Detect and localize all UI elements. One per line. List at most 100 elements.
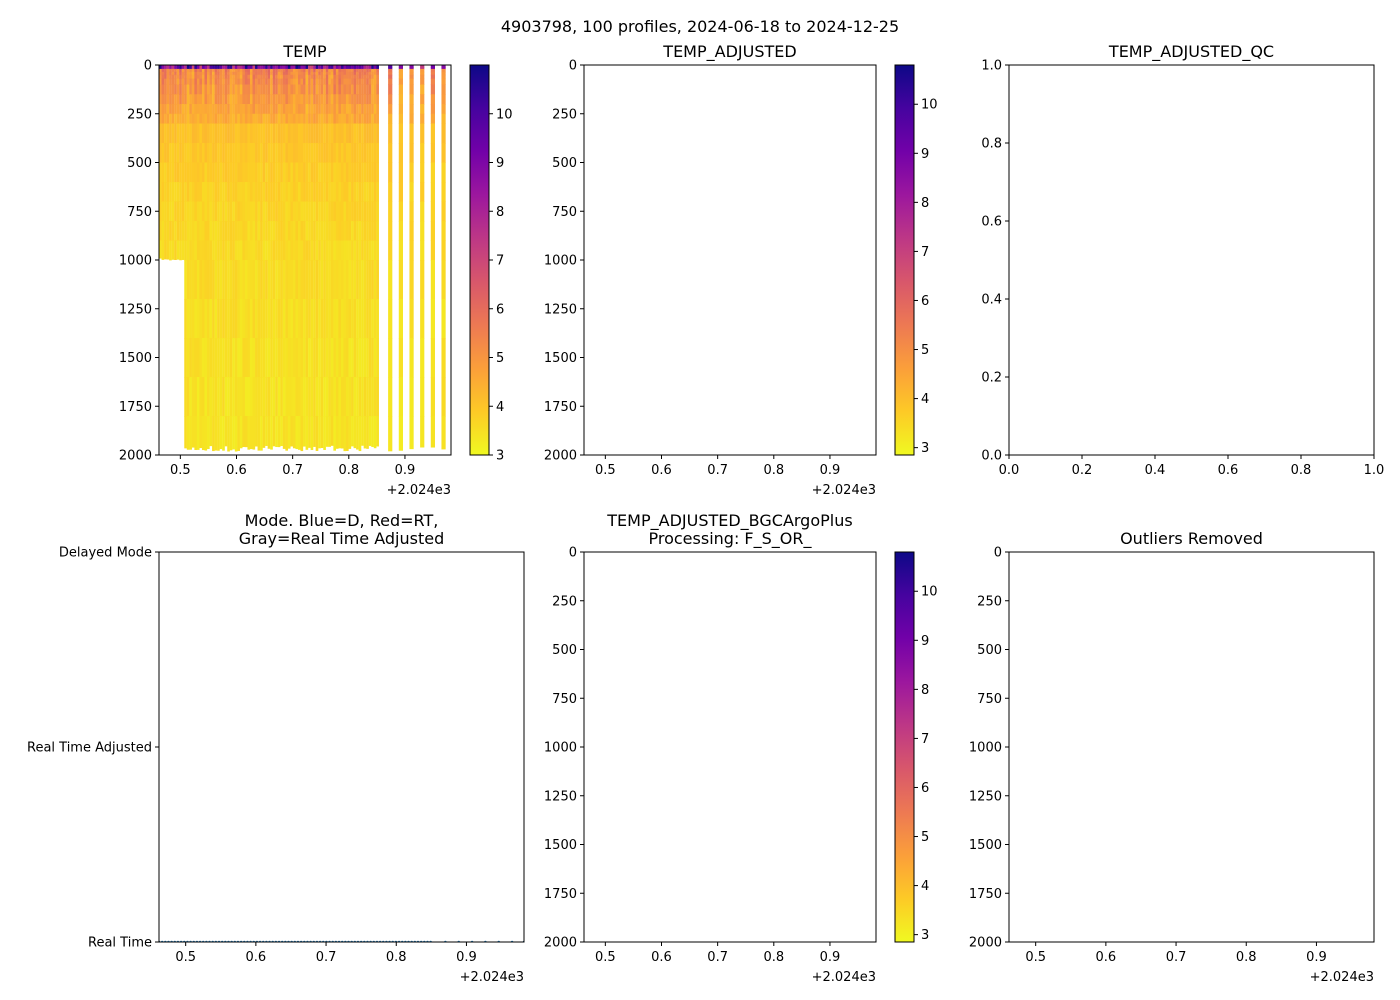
heatmap-cell: [171, 74, 175, 80]
heatmap-cell: [285, 104, 288, 115]
heatmap-cell: [300, 182, 304, 202]
heatmap-cell: [356, 104, 359, 115]
heatmap-cell: [366, 94, 369, 105]
heatmap-cell: [194, 94, 198, 105]
heatmap-cell: [340, 377, 344, 417]
heatmap-cell: [239, 78, 243, 85]
heatmap-cell: [174, 84, 177, 95]
heatmap-cell: [262, 94, 266, 105]
heatmap-cell: [328, 260, 331, 300]
heatmap-cell: [366, 221, 369, 241]
heatmap-cell: [249, 123, 253, 144]
heatmap-cell: [270, 66, 273, 70]
heatmap-cell: [255, 113, 258, 124]
heatmap-cell: [260, 66, 263, 70]
heatmap-cell: [209, 104, 213, 115]
heatmap-cell: [176, 143, 180, 163]
heatmap-cell: [353, 162, 357, 183]
heatmap-cell: [234, 338, 238, 378]
heatmap-cell: [351, 65, 354, 68]
heatmap-cell: [179, 162, 182, 183]
heatmap-cell: [348, 240, 352, 261]
heatmap-cell: [315, 113, 319, 124]
heatmap-cell: [209, 416, 213, 447]
heatmap-cell: [308, 78, 311, 85]
heatmap-cell: [237, 104, 240, 115]
heatmap-cell: [313, 377, 316, 417]
heatmap-cell: [232, 260, 235, 300]
heatmap-cell: [371, 182, 374, 202]
heatmap-cell: [255, 416, 258, 447]
heatmap-cell: [201, 377, 205, 417]
heatmap-cell: [179, 221, 182, 241]
heatmap-cell: [353, 416, 357, 449]
heatmap-cell: [351, 221, 354, 241]
heatmap-cell: [409, 74, 414, 80]
heatmap-cell: [224, 84, 228, 95]
heatmap-cell: [315, 66, 319, 70]
heatmap-cell: [323, 338, 326, 378]
heatmap-cell: [323, 78, 326, 85]
heatmap-cell: [159, 104, 162, 115]
heatmap-cell: [371, 260, 374, 300]
x-tick-label: 0.8: [338, 463, 359, 478]
heatmap-cell: [280, 162, 283, 183]
heatmap-cell: [161, 123, 165, 144]
heatmap-cell: [247, 260, 251, 300]
heatmap-cell: [186, 84, 190, 95]
y-tick-label: 0: [569, 59, 577, 74]
heatmap-cell: [164, 240, 167, 260]
heatmap-cell: [252, 104, 256, 115]
heatmap-cell: [361, 113, 364, 124]
heatmap-cell: [194, 74, 198, 80]
heatmap-cell: [194, 182, 198, 202]
heatmap-cell: [189, 84, 192, 95]
heatmap-cell: [280, 201, 283, 222]
heatmap-cell: [270, 260, 273, 300]
heatmap-cell: [184, 84, 187, 95]
heatmap-cell: [353, 338, 357, 378]
heatmap-cell: [290, 260, 294, 300]
heatmap-cell: [239, 240, 243, 261]
heatmap-cell: [239, 104, 243, 115]
heatmap-cell: [303, 201, 306, 222]
heatmap-cell: [320, 65, 324, 68]
heatmap-cell: [285, 78, 288, 85]
heatmap-cell: [398, 162, 403, 183]
heatmap-cell: [361, 201, 364, 222]
heatmap-cell: [184, 143, 187, 163]
heatmap-cell: [303, 94, 306, 105]
heatmap-cell: [229, 260, 233, 300]
heatmap-cell: [217, 299, 220, 339]
heatmap-cell: [275, 66, 278, 70]
heatmap-cell: [420, 260, 425, 300]
heatmap-cell: [277, 299, 281, 339]
heatmap-cell: [174, 68, 177, 73]
heatmap-cell: [260, 68, 263, 73]
heatmap-cell: [267, 338, 271, 378]
heatmap-cell: [363, 299, 367, 339]
heatmap-cell: [237, 377, 240, 417]
heatmap-cell: [313, 68, 316, 73]
heatmap-cell: [189, 68, 192, 73]
heatmap-cell: [181, 66, 185, 70]
heatmap-cell: [368, 113, 372, 124]
heatmap-cell: [219, 94, 223, 105]
heatmap-cell: [338, 78, 342, 85]
heatmap-cell: [191, 240, 195, 261]
heatmap-cell: [371, 338, 374, 378]
heatmap-cell: [315, 182, 319, 202]
heatmap-cell: [191, 162, 195, 183]
heatmap-cell: [356, 240, 359, 261]
heatmap-cell: [262, 377, 266, 417]
heatmap-cell: [361, 338, 364, 378]
heatmap-cell: [310, 113, 314, 124]
heatmap-cell: [305, 66, 309, 70]
heatmap-cell: [328, 416, 331, 447]
heatmap-cell: [174, 182, 177, 202]
heatmap-cell: [260, 65, 263, 68]
heatmap-cell: [267, 65, 271, 68]
heatmap-cell: [217, 74, 220, 80]
heatmap-cell: [252, 416, 256, 450]
heatmap-cell: [305, 71, 309, 76]
